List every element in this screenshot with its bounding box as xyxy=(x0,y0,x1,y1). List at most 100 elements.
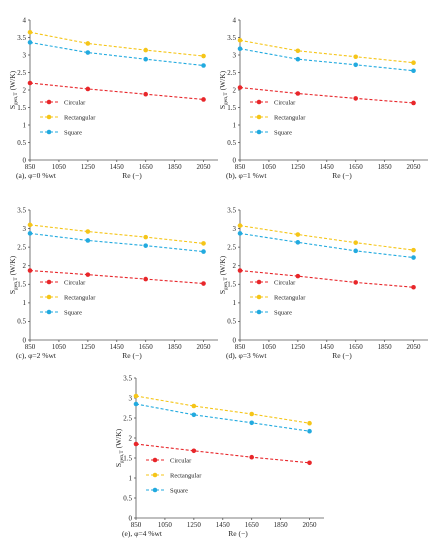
data-point-circular xyxy=(353,280,358,285)
y-tick-label: 1 xyxy=(129,474,133,482)
y-tick-label: 0.5 xyxy=(227,139,236,147)
y-tick-label: 1 xyxy=(233,299,237,307)
data-point-rectangular xyxy=(27,222,33,228)
legend-marker-square xyxy=(256,129,262,135)
x-tick-label: 850 xyxy=(235,163,246,171)
x-tick-label: 2050 xyxy=(197,163,212,171)
legend-label-rectangular: Rectangular xyxy=(274,114,306,121)
x-tick-label: 1850 xyxy=(378,343,393,351)
x-tick-label: 1650 xyxy=(245,521,260,529)
series-line-circular xyxy=(239,269,414,288)
x-tick-label: 1050 xyxy=(52,163,67,171)
x-tick-label: 1450 xyxy=(110,163,125,171)
y-axis-label: Sgen,T (W/K) xyxy=(218,70,229,109)
y-tick-label: 0.5 xyxy=(227,318,236,326)
data-point-rectangular xyxy=(295,232,301,237)
series-line-circular xyxy=(29,82,204,100)
y-tick-label: 3 xyxy=(129,394,133,402)
y-tick-label: 2.5 xyxy=(17,243,26,251)
y-tick-label: 0 xyxy=(233,336,237,344)
y-tick-label: 0.5 xyxy=(17,139,26,147)
y-tick-label: 0 xyxy=(23,336,27,344)
data-point-circular xyxy=(143,91,148,97)
y-tick-label: 2.5 xyxy=(227,243,236,251)
y-tick-label: 1.5 xyxy=(227,104,236,112)
data-point-circular xyxy=(353,96,358,101)
data-point-circular xyxy=(307,460,312,466)
legend-label-rectangular: Rectangular xyxy=(274,294,306,301)
legend-marker-square xyxy=(256,309,262,315)
x-axis-label: Re (−) xyxy=(122,351,142,360)
series-line-square xyxy=(135,403,310,432)
x-tick-label: 850 xyxy=(25,163,36,171)
data-point-square xyxy=(201,249,206,254)
y-axis-label: Sgen,T (W/K) xyxy=(8,255,19,294)
legend-marker-circular xyxy=(46,279,52,285)
data-point-rectangular xyxy=(27,29,33,35)
series-line-square xyxy=(29,232,204,253)
data-point-rectangular xyxy=(143,234,148,240)
legend-marker-square xyxy=(152,487,158,493)
panel-caption: (d), φ=3 %wt xyxy=(226,351,267,360)
data-point-circular xyxy=(201,97,206,102)
y-tick-label: 2 xyxy=(233,86,237,94)
data-point-rectangular xyxy=(295,48,301,54)
data-point-square xyxy=(353,62,358,68)
series-line-circular xyxy=(239,87,414,104)
data-point-circular xyxy=(85,272,91,277)
y-tick-label: 3 xyxy=(233,225,237,233)
y-tick-label: 2 xyxy=(23,262,27,270)
data-point-circular xyxy=(201,281,206,286)
x-tick-label: 1850 xyxy=(168,163,183,171)
legend-label-rectangular: Rectangular xyxy=(64,294,96,301)
data-point-rectangular xyxy=(353,240,358,245)
x-tick-label: 1850 xyxy=(274,521,289,529)
data-point-square xyxy=(201,63,206,68)
panel-caption: (a), φ=0 %wt xyxy=(16,171,57,180)
data-point-square xyxy=(143,56,148,62)
y-tick-label: 1 xyxy=(233,121,237,129)
y-tick-label: 2.5 xyxy=(123,414,132,422)
x-tick-label: 2050 xyxy=(303,521,318,529)
series-line-square xyxy=(29,41,204,67)
series-line-circular xyxy=(135,443,310,464)
data-point-circular xyxy=(411,100,416,106)
data-point-square xyxy=(85,50,91,55)
y-tick-label: 1 xyxy=(23,121,27,129)
data-point-circular xyxy=(27,80,33,86)
data-point-square xyxy=(143,243,148,248)
data-point-rectangular xyxy=(143,47,148,53)
data-point-circular xyxy=(237,268,243,273)
data-point-square xyxy=(307,428,312,434)
data-point-rectangular xyxy=(133,393,139,399)
x-tick-label: 1250 xyxy=(81,163,96,171)
x-tick-label: 850 xyxy=(131,521,142,529)
x-tick-label: 1250 xyxy=(81,343,96,351)
legend-marker-circular xyxy=(256,279,262,285)
data-point-square xyxy=(411,68,416,74)
y-tick-label: 2 xyxy=(23,86,27,94)
chart-panel-1: 0 0.5 1 1.5 2 2.5 3 3.5 4 850 1050 1250 1450 1650 1850… xyxy=(218,16,428,180)
data-point-rectangular xyxy=(201,241,206,246)
y-tick-label: 4 xyxy=(23,16,27,24)
data-point-rectangular xyxy=(249,411,254,417)
x-tick-label: 850 xyxy=(235,343,246,351)
data-point-square xyxy=(295,240,301,245)
data-point-circular xyxy=(85,86,91,92)
legend-marker-rectangular xyxy=(46,114,52,120)
data-point-square xyxy=(191,412,197,418)
chart-panel-4: 0 0.5 1 1.5 2 2.5 3 3.5 850 1050 1250 1450 1650 1850 2… xyxy=(114,374,324,538)
data-point-rectangular xyxy=(201,53,206,59)
chart-panel-2: 0 0.5 1 1.5 2 2.5 3 3.5 850 1050 1250 1450 1650 1850 2… xyxy=(8,206,218,360)
chart-panel-0: 0 0.5 1 1.5 2 2.5 3 3.5 4 850 1050 1250 1450 1650 1850… xyxy=(8,16,218,180)
data-point-rectangular xyxy=(237,223,243,228)
y-tick-label: 1.5 xyxy=(17,281,26,289)
data-point-rectangular xyxy=(85,41,91,46)
legend-marker-circular xyxy=(46,99,52,105)
panel-caption: (c), φ=2 %wt xyxy=(16,351,57,360)
y-tick-label: 1 xyxy=(23,299,27,307)
data-point-rectangular xyxy=(353,54,358,60)
data-point-circular xyxy=(191,448,197,454)
legend-marker-rectangular xyxy=(256,114,262,120)
